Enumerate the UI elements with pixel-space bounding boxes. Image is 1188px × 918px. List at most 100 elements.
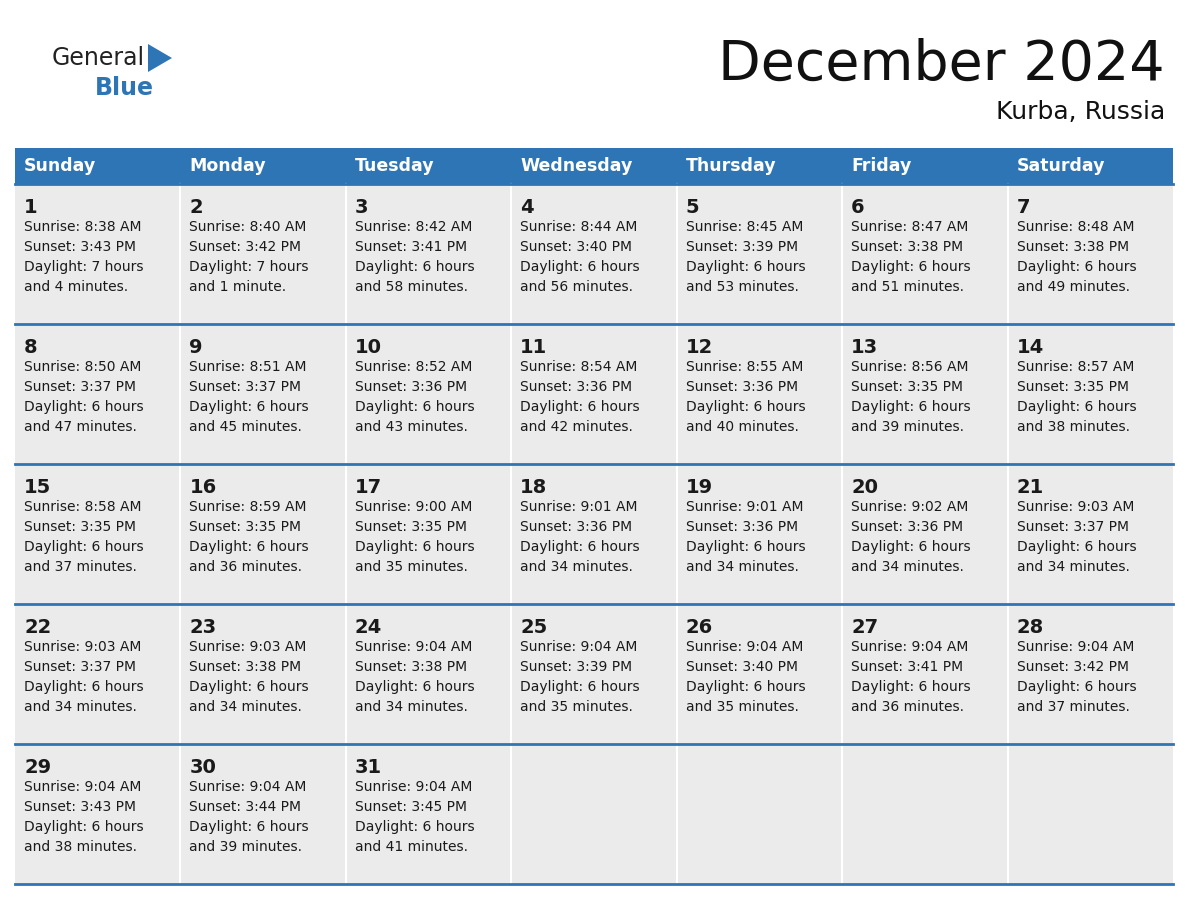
Text: Sunrise: 9:04 AM: Sunrise: 9:04 AM [355, 780, 473, 794]
Bar [15, 324, 181, 464]
Text: Sunset: 3:35 PM: Sunset: 3:35 PM [851, 380, 963, 394]
Text: Sunset: 3:43 PM: Sunset: 3:43 PM [24, 240, 135, 254]
Text: 28: 28 [1017, 618, 1044, 637]
Text: and 49 minutes.: and 49 minutes. [1017, 280, 1130, 294]
Text: Sunset: 3:38 PM: Sunset: 3:38 PM [355, 660, 467, 674]
Text: 25: 25 [520, 618, 548, 637]
Text: and 42 minutes.: and 42 minutes. [520, 420, 633, 434]
Text: Sunrise: 8:38 AM: Sunrise: 8:38 AM [24, 220, 141, 234]
Bar [511, 604, 677, 744]
Text: and 53 minutes.: and 53 minutes. [685, 280, 798, 294]
Text: Friday: Friday [851, 157, 911, 175]
Text: Sunset: 3:42 PM: Sunset: 3:42 PM [1017, 660, 1129, 674]
Text: and 34 minutes.: and 34 minutes. [24, 700, 137, 714]
Text: Sunrise: 8:54 AM: Sunrise: 8:54 AM [520, 360, 638, 374]
Text: 16: 16 [189, 478, 216, 497]
Bar [181, 604, 346, 744]
Bar [511, 464, 677, 604]
Bar [181, 184, 346, 324]
Text: Sunset: 3:36 PM: Sunset: 3:36 PM [685, 520, 798, 534]
Text: Sunset: 3:35 PM: Sunset: 3:35 PM [24, 520, 135, 534]
Text: Sunrise: 8:55 AM: Sunrise: 8:55 AM [685, 360, 803, 374]
Text: and 34 minutes.: and 34 minutes. [355, 700, 468, 714]
Text: Sunday: Sunday [24, 157, 96, 175]
Text: Sunrise: 9:01 AM: Sunrise: 9:01 AM [520, 500, 638, 514]
Bar [1007, 148, 1173, 184]
Text: Daylight: 6 hours: Daylight: 6 hours [355, 540, 474, 554]
Text: Sunset: 3:36 PM: Sunset: 3:36 PM [355, 380, 467, 394]
Bar [511, 184, 677, 324]
Bar [677, 148, 842, 184]
Text: Daylight: 6 hours: Daylight: 6 hours [851, 400, 971, 414]
Text: Sunrise: 9:04 AM: Sunrise: 9:04 AM [355, 640, 473, 654]
Text: Sunset: 3:38 PM: Sunset: 3:38 PM [189, 660, 302, 674]
Bar [346, 744, 511, 884]
Text: Sunset: 3:37 PM: Sunset: 3:37 PM [1017, 520, 1129, 534]
Text: and 37 minutes.: and 37 minutes. [1017, 700, 1130, 714]
Text: and 34 minutes.: and 34 minutes. [1017, 560, 1130, 574]
Text: Daylight: 6 hours: Daylight: 6 hours [520, 400, 640, 414]
Text: Wednesday: Wednesday [520, 157, 633, 175]
Text: 4: 4 [520, 198, 533, 217]
Text: and 4 minutes.: and 4 minutes. [24, 280, 128, 294]
Text: Daylight: 6 hours: Daylight: 6 hours [24, 680, 144, 694]
Bar [842, 464, 1007, 604]
Bar [15, 744, 181, 884]
Text: Sunset: 3:39 PM: Sunset: 3:39 PM [685, 240, 798, 254]
Text: Sunset: 3:37 PM: Sunset: 3:37 PM [24, 380, 135, 394]
Text: Sunrise: 9:04 AM: Sunrise: 9:04 AM [1017, 640, 1135, 654]
Text: Sunset: 3:38 PM: Sunset: 3:38 PM [851, 240, 963, 254]
Text: and 58 minutes.: and 58 minutes. [355, 280, 468, 294]
Text: Daylight: 6 hours: Daylight: 6 hours [355, 820, 474, 834]
Text: Daylight: 6 hours: Daylight: 6 hours [685, 680, 805, 694]
Text: Daylight: 6 hours: Daylight: 6 hours [24, 400, 144, 414]
Text: Sunset: 3:40 PM: Sunset: 3:40 PM [685, 660, 797, 674]
Text: Sunset: 3:38 PM: Sunset: 3:38 PM [1017, 240, 1129, 254]
Bar [346, 184, 511, 324]
Text: Daylight: 6 hours: Daylight: 6 hours [355, 260, 474, 274]
Text: 21: 21 [1017, 478, 1044, 497]
Text: December 2024: December 2024 [719, 38, 1165, 92]
Text: Sunrise: 8:51 AM: Sunrise: 8:51 AM [189, 360, 307, 374]
Bar [181, 148, 346, 184]
Text: Sunset: 3:41 PM: Sunset: 3:41 PM [355, 240, 467, 254]
Polygon shape [148, 44, 172, 72]
Text: and 37 minutes.: and 37 minutes. [24, 560, 137, 574]
Text: Sunset: 3:40 PM: Sunset: 3:40 PM [520, 240, 632, 254]
Text: Kurba, Russia: Kurba, Russia [996, 100, 1165, 124]
Bar [346, 148, 511, 184]
Bar [15, 604, 181, 744]
Text: Daylight: 6 hours: Daylight: 6 hours [189, 400, 309, 414]
Text: Sunrise: 8:59 AM: Sunrise: 8:59 AM [189, 500, 307, 514]
Text: 1: 1 [24, 198, 38, 217]
Text: Daylight: 6 hours: Daylight: 6 hours [1017, 400, 1136, 414]
Text: Sunrise: 9:03 AM: Sunrise: 9:03 AM [24, 640, 141, 654]
Bar [511, 324, 677, 464]
Text: Sunset: 3:36 PM: Sunset: 3:36 PM [685, 380, 798, 394]
Text: Sunrise: 9:04 AM: Sunrise: 9:04 AM [24, 780, 141, 794]
Text: Daylight: 7 hours: Daylight: 7 hours [189, 260, 309, 274]
Text: 3: 3 [355, 198, 368, 217]
Text: Daylight: 6 hours: Daylight: 6 hours [1017, 540, 1136, 554]
Text: and 34 minutes.: and 34 minutes. [520, 560, 633, 574]
Text: and 56 minutes.: and 56 minutes. [520, 280, 633, 294]
Text: 5: 5 [685, 198, 700, 217]
Text: 22: 22 [24, 618, 51, 637]
Text: 17: 17 [355, 478, 383, 497]
Text: 20: 20 [851, 478, 878, 497]
Bar [842, 184, 1007, 324]
Bar [1007, 324, 1173, 464]
Text: Sunset: 3:35 PM: Sunset: 3:35 PM [1017, 380, 1129, 394]
Bar [1007, 184, 1173, 324]
Text: Sunrise: 8:45 AM: Sunrise: 8:45 AM [685, 220, 803, 234]
Text: Sunset: 3:45 PM: Sunset: 3:45 PM [355, 800, 467, 814]
Text: Sunrise: 9:03 AM: Sunrise: 9:03 AM [189, 640, 307, 654]
Text: Blue: Blue [95, 76, 154, 100]
Bar [677, 464, 842, 604]
Text: Sunrise: 9:00 AM: Sunrise: 9:00 AM [355, 500, 473, 514]
Text: and 39 minutes.: and 39 minutes. [189, 840, 303, 854]
Text: and 1 minute.: and 1 minute. [189, 280, 286, 294]
Text: Daylight: 6 hours: Daylight: 6 hours [851, 540, 971, 554]
Text: 8: 8 [24, 338, 38, 357]
Bar [677, 184, 842, 324]
